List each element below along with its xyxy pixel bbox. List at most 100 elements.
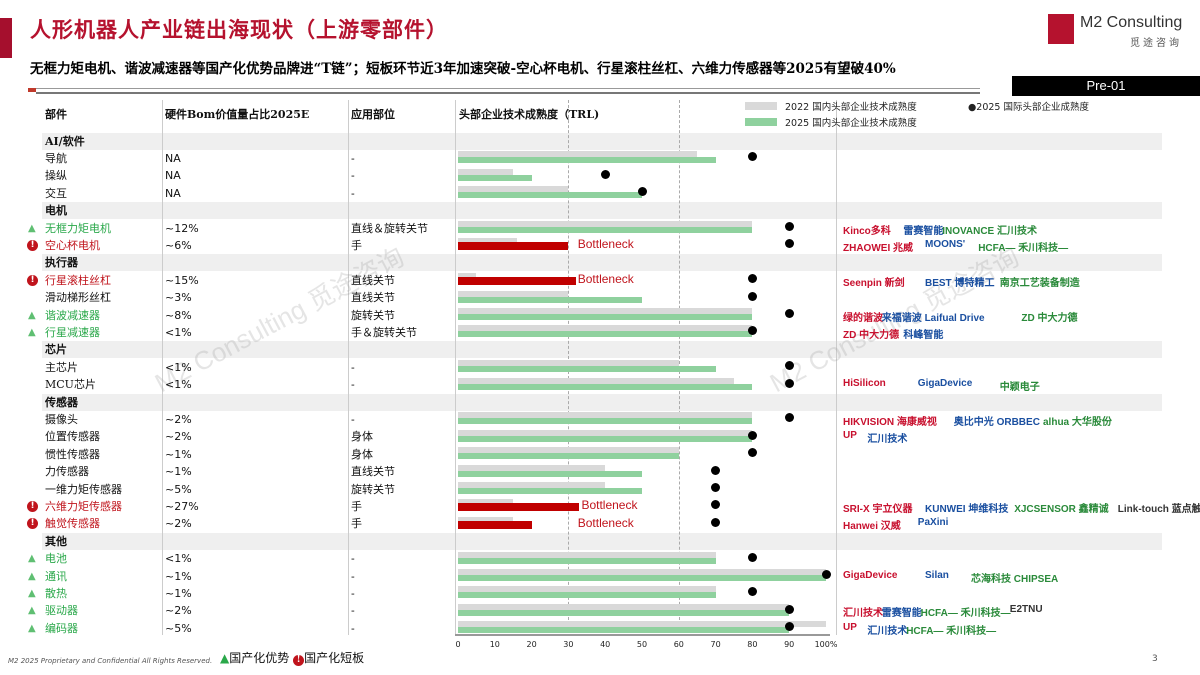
legend-2022: 2022 国内头部企业技术成熟度: [785, 102, 917, 113]
brand-mark-icon: [1048, 14, 1074, 44]
bar-2022: [458, 429, 753, 436]
part-name: 力传感器: [45, 465, 89, 479]
column-divider: [455, 100, 456, 635]
exclamation-icon: !: [293, 655, 305, 666]
bottleneck-label: Bottleneck: [577, 515, 634, 530]
column-header-bom: 硬件Bom价值量占比2025E: [165, 108, 310, 121]
company-logo: Hanwei 汉威: [843, 521, 901, 533]
section-label: 芯片: [45, 343, 67, 357]
bar-2022: [458, 464, 606, 471]
application-position: -: [351, 621, 355, 635]
page-subtitle: 无框力矩电机、谐波减速器等国产化优势品牌进“T链”；短板环节近3年加速突破-空心…: [30, 61, 896, 77]
brand-cn: 觅途咨询: [1130, 38, 1182, 49]
bar-2025: [458, 192, 642, 199]
bom-share: <1%: [165, 360, 192, 374]
bar-2022: [458, 412, 753, 419]
part-name: 滑动梯形丝杠: [45, 291, 111, 305]
bar-2025: [458, 174, 532, 181]
thumbs-up-icon: ▲: [28, 326, 36, 338]
intl-2025-dot: [784, 222, 794, 231]
application-position: -: [351, 569, 355, 583]
company-logo: 绿的谐波: [843, 312, 883, 324]
company-logo: 汇川技术: [867, 625, 908, 637]
bar-2025: [458, 557, 716, 564]
part-name: 操纵: [45, 169, 67, 183]
bottleneck-label: Bottleneck: [581, 498, 638, 513]
bom-share: ~1%: [165, 569, 192, 583]
company-logo: Silan: [925, 569, 949, 581]
company-logo: 来福谐波 Laifual Drive: [881, 312, 985, 324]
bom-share: ~2%: [165, 430, 192, 444]
application-position: -: [351, 378, 355, 392]
thumbs-up-icon: ▲: [28, 570, 36, 582]
application-position: -: [351, 169, 355, 183]
company-logo: XJCSENSOR 鑫精诚: [1014, 503, 1109, 515]
intl-2025-dot: [637, 187, 647, 197]
part-name: 触觉传感器: [45, 517, 100, 531]
intl-2025-dot: [821, 570, 831, 579]
legend-advantage: 国产化优势: [229, 651, 290, 665]
bar-2022: [458, 377, 734, 384]
company-logo: 雷赛智能: [881, 608, 922, 620]
intl-2025-dot: [711, 500, 721, 510]
part-name: 无框力矩电机: [45, 221, 111, 235]
company-logo: HIKVISION 海康威视: [843, 416, 937, 428]
company-logo: MOONS': [925, 238, 966, 250]
thumbs-up-icon: ▲: [28, 553, 36, 565]
section-label: 其他: [45, 534, 67, 548]
company-logo: 科峰智能: [903, 329, 944, 341]
bar-2025-bottleneck: [458, 277, 576, 286]
bottom-legend: ▲国产化优势 ! 国产化短板: [220, 649, 364, 666]
thumbs-up-icon: ▲: [28, 222, 36, 234]
application-position: -: [351, 604, 355, 618]
bar-2022: [458, 186, 569, 193]
company-logo: HCFA— 禾川科技—: [978, 242, 1069, 254]
company-logo: 芯海科技 CHIPSEA: [971, 573, 1059, 585]
column-header-position: 应用部位: [351, 108, 395, 121]
bom-share: ~1%: [165, 586, 192, 600]
intl-2025-dot: [747, 274, 757, 284]
exclamation-icon: !: [27, 274, 38, 286]
header-divider: [36, 88, 980, 94]
slide-code: Pre-01: [1012, 76, 1200, 96]
intl-2025-dot: [747, 430, 757, 440]
company-logo: Kinco多科: [843, 225, 891, 237]
column-divider: [836, 100, 837, 635]
exclamation-icon: !: [27, 500, 38, 512]
application-position: 身体: [351, 447, 373, 461]
intl-2025-dot: [784, 361, 794, 371]
company-logo: PaXini: [917, 517, 949, 529]
bom-share: ~5%: [165, 482, 192, 496]
application-position: 手＆旋转关节: [351, 325, 417, 339]
part-name: 主芯片: [45, 360, 78, 374]
legend-swatch-2025: [745, 118, 777, 126]
part-name: 谐波减速器: [45, 308, 100, 322]
bar-2022: [458, 238, 517, 245]
thumbs-up-icon: ▲: [28, 309, 36, 321]
column-divider: [348, 100, 349, 635]
section-row: [42, 254, 1162, 272]
bar-2022: [458, 221, 753, 227]
brand-logo: M2 Consulting 觅途咨询: [1048, 12, 1198, 52]
bar-2022: [458, 308, 753, 314]
x-tick-label: 60: [673, 640, 684, 649]
x-tick-label: 40: [600, 640, 611, 649]
company-logo: 奥比中光 ORBBEC: [953, 416, 1040, 428]
company-logo: Seenpin 新剑: [843, 277, 905, 289]
company-logo: KUNWEI 坤维科技: [925, 503, 1009, 515]
bom-share: ~3%: [165, 291, 192, 305]
company-logo: ZHAOWEI 兆威: [843, 242, 913, 254]
bar-2022: [458, 569, 826, 575]
company-logo: SRI-X 宇立仪器: [843, 503, 913, 515]
application-position: -: [351, 412, 355, 426]
bar-2025: [458, 435, 753, 442]
section-label: 传感器: [45, 395, 78, 409]
bar-2025-bottleneck: [458, 520, 532, 529]
part-name: 驱动器: [45, 604, 78, 618]
column-divider: [162, 100, 163, 635]
section-row: [42, 341, 1162, 359]
company-logo: UP: [843, 621, 857, 633]
x-tick-label: 90: [784, 640, 795, 649]
section-row: [42, 393, 1162, 411]
x-axis: [455, 634, 830, 636]
